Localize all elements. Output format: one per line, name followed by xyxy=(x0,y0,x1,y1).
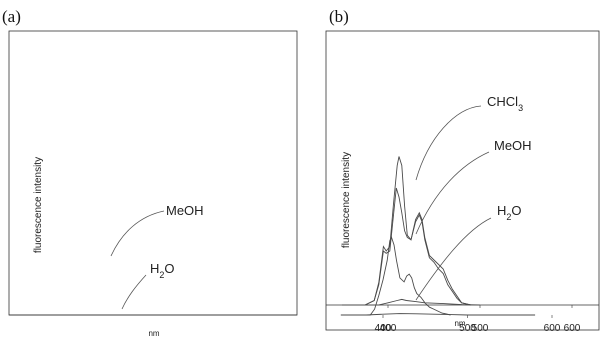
panel-a-annotation-h2o: H2O xyxy=(150,261,175,280)
panel-a-series-line-meoh xyxy=(361,235,451,316)
panel-a-series xyxy=(340,235,536,316)
panel-a-y-axis-label: fluorescence intensity xyxy=(33,157,44,253)
panel-a-ticks: 400 500 600 xyxy=(375,315,561,334)
panel-b-x-tick-label: 500 xyxy=(472,323,489,334)
panel-b-series-line-meoh xyxy=(364,187,471,306)
panel-b-y-axis-label: fluorescence intensity xyxy=(341,152,352,248)
panel-b-series-line-h2o xyxy=(342,298,481,306)
panel-a-x-tick-label: 600 xyxy=(544,323,561,334)
panel-b-arrow-h2o xyxy=(415,217,492,301)
panel-a-label: (a) xyxy=(2,7,21,26)
panel-b-series xyxy=(342,156,481,306)
panel-a-arrow-h2o xyxy=(121,274,147,310)
panel-a-arrow-meoh xyxy=(110,210,165,257)
panel-b: (b) fluorescence intensity nm 400 500 600 … xyxy=(325,7,600,334)
panel-a-series-line-h2o xyxy=(340,313,536,316)
panel-b-ticks: 400 500 600 xyxy=(380,305,581,334)
panel-a: (a) fluorescence intensity nm 400 500 600 … xyxy=(2,7,561,338)
panel-b-arrow-meoh xyxy=(415,151,490,235)
panel-b-frame xyxy=(325,30,600,331)
panel-b-series-line-chcl3 xyxy=(364,156,471,306)
panel-b-arrow-chcl3 xyxy=(415,105,482,181)
panel-a-annotation-meoh: MeOH xyxy=(166,203,204,218)
panel-b-annotation-h2o: H2O xyxy=(497,203,522,222)
panel-b-x-tick-label: 400 xyxy=(380,323,397,334)
panel-b-annotation-meoh: MeOH xyxy=(494,138,532,153)
panel-b-x-axis-label: nm xyxy=(454,319,465,328)
panel-a-x-tick-label: 500 xyxy=(459,323,476,334)
panel-b-annotations: CHCl3 MeOH H2O xyxy=(415,94,532,301)
panel-b-label: (b) xyxy=(329,7,349,26)
panel-b-x-tick-label: 600 xyxy=(564,323,581,334)
panel-a-x-axis-label: nm xyxy=(148,329,159,338)
panel-b-annotation-chcl3: CHCl3 xyxy=(487,94,523,113)
panel-a-annotations: MeOH H2O xyxy=(110,203,204,310)
panel-a-x-tick-label: 400 xyxy=(375,323,392,334)
